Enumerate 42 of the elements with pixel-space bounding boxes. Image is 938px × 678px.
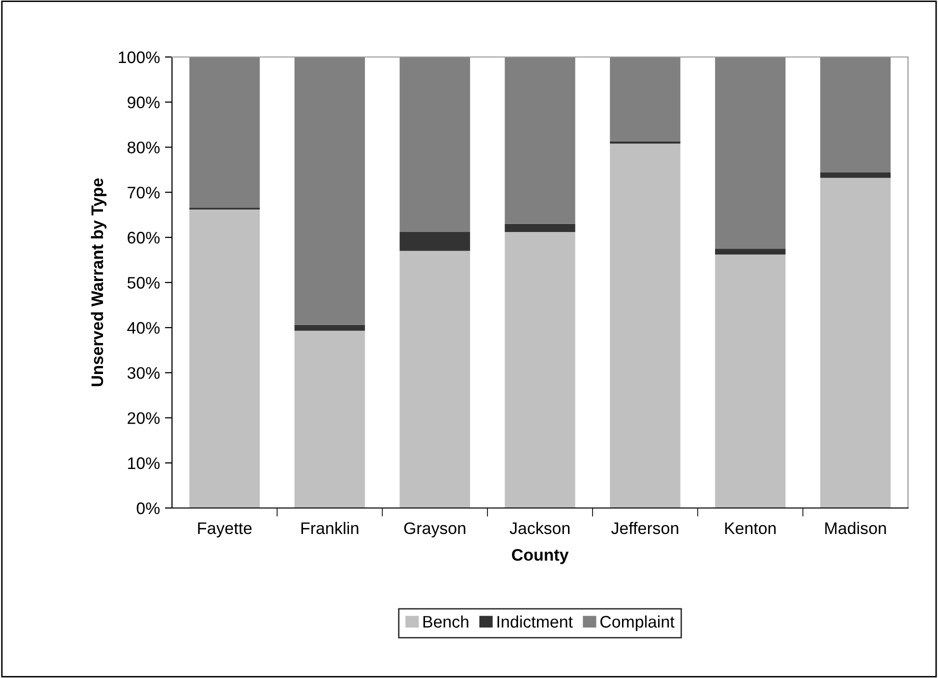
y-tick-label: 90%: [128, 96, 160, 108]
y-tick-label: 70%: [128, 186, 160, 199]
x-tick-label: Franklin: [301, 522, 358, 534]
y-tick-label: 20%: [128, 412, 160, 424]
x-tick-label: Madison: [825, 522, 886, 534]
y-tick-label: 50%: [128, 276, 160, 289]
bar: [715, 254, 786, 508]
bar: [820, 57, 891, 172]
bar: [294, 324, 365, 331]
x-tick-label: Jackson: [510, 522, 570, 534]
bar: [189, 209, 260, 508]
y-tick-label: 40%: [127, 322, 160, 334]
y-tick-label: 30%: [127, 367, 160, 379]
x-tick-label: Kenton: [725, 522, 776, 534]
y-tick-label: 100%: [118, 51, 160, 64]
y-tick-label: 0%: [136, 502, 160, 514]
bar: [610, 144, 680, 508]
y-tick-label: 10%: [128, 457, 160, 470]
legend-label: Indictment: [498, 615, 573, 628]
bar: [504, 232, 576, 508]
bar: [504, 224, 576, 232]
y-axis-title: Unserved Warrant by Type: [90, 178, 106, 386]
y-tick-label: 80%: [128, 142, 160, 154]
bar: [400, 57, 470, 232]
bar: [294, 57, 365, 325]
bar: [294, 330, 365, 508]
bar: [715, 248, 786, 255]
x-tick-label: Grayson: [404, 522, 466, 538]
bar: [400, 232, 470, 251]
bar: [820, 178, 891, 508]
bar: [715, 57, 786, 249]
legend-label: Complaint: [600, 615, 674, 631]
bar: [504, 57, 576, 224]
bar: [610, 57, 680, 142]
bar: [400, 250, 470, 508]
x-axis-title: County: [512, 548, 569, 564]
legend-label: Bench: [423, 615, 468, 628]
bar: [820, 172, 891, 178]
x-tick-label: Fayette: [198, 522, 252, 538]
bar: [189, 57, 260, 208]
y-tick-label: 60%: [128, 232, 160, 244]
x-tick-label: Jefferson: [611, 522, 678, 534]
